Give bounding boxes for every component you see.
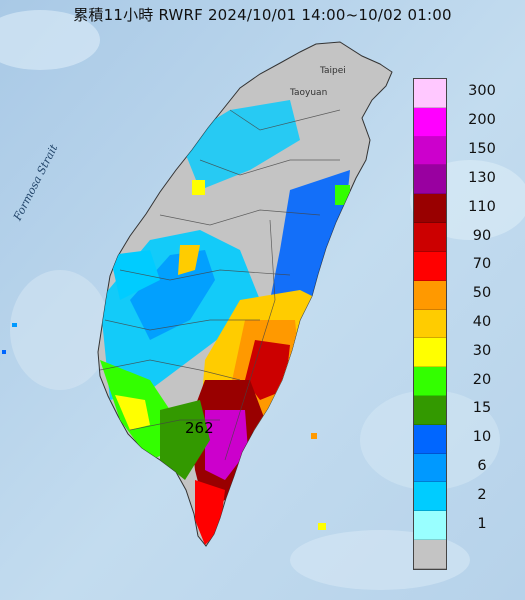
legend-swatch <box>414 453 446 483</box>
county-boundaries <box>99 109 341 461</box>
place-label-taipei: Taipei <box>320 66 346 76</box>
legend-label: 15 <box>472 400 492 417</box>
offshore-rain-cell <box>2 350 6 354</box>
place-label-taoyuan: Taoyuan <box>290 88 328 98</box>
legend-label: 6 <box>477 458 487 475</box>
offshore-rain-cell <box>318 523 326 530</box>
legend-label: 130 <box>468 169 496 186</box>
rainfall-legend-labels: 300 200 150 130 110 90 70 50 40 30 20 15 10 6 2 1 <box>452 78 512 568</box>
legend-swatch <box>414 107 446 137</box>
max-rainfall-label: 262 <box>185 419 214 437</box>
legend-swatch <box>414 540 446 569</box>
legend-swatch <box>414 194 446 224</box>
legend-label: 30 <box>472 342 492 359</box>
legend-swatch <box>414 223 446 252</box>
legend-label: 300 <box>468 83 496 100</box>
legend-swatch <box>414 309 446 339</box>
legend-swatch <box>414 165 446 195</box>
legend-swatch <box>414 280 446 310</box>
legend-label: 50 <box>472 285 492 302</box>
legend-swatch <box>414 251 446 281</box>
legend-label: 10 <box>472 429 492 446</box>
legend-label: 90 <box>472 227 492 244</box>
legend-swatch <box>414 79 446 108</box>
legend-label: 40 <box>472 314 492 330</box>
map-title: 累積11小時 RWRF 2024/10/01 14:00~10/02 01:00 <box>73 6 452 24</box>
rainfall-field <box>100 100 350 545</box>
cloud-texture <box>0 10 525 590</box>
offshore-rain-cell <box>12 323 17 327</box>
legend-swatch <box>414 395 446 425</box>
rainfall-legend <box>413 78 447 570</box>
legend-swatch <box>414 367 446 396</box>
legend-swatch <box>414 482 446 512</box>
legend-swatch <box>414 338 446 368</box>
legend-swatch <box>414 511 446 540</box>
legend-label: 110 <box>468 198 496 215</box>
legend-label: 20 <box>472 371 492 388</box>
legend-label: 2 <box>477 486 487 503</box>
offshore-rain-cell <box>311 433 317 439</box>
legend-label: 150 <box>468 141 496 158</box>
legend-label: 70 <box>472 256 492 273</box>
legend-label: 200 <box>468 112 496 129</box>
legend-swatch <box>414 136 446 166</box>
legend-swatch <box>414 424 446 454</box>
legend-label: 1 <box>477 515 487 532</box>
